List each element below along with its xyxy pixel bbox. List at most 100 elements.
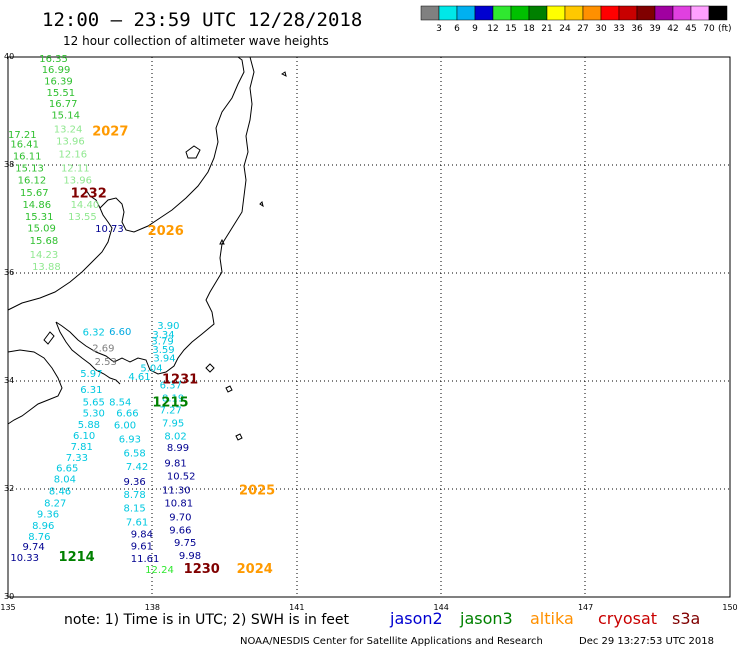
track-id-label: 1214: [59, 550, 95, 565]
island-offshore-2: [259, 201, 264, 208]
wave-height-value: 15.09: [27, 223, 56, 234]
wave-height-value: 16.35: [39, 54, 68, 65]
legend-tick-label: 45: [685, 24, 696, 34]
wave-height-value: 6.10: [73, 431, 95, 442]
legend-tick-label: 6: [454, 24, 460, 34]
wave-height-value: 11.61: [131, 554, 160, 565]
wave-height-value: 6.31: [80, 385, 102, 396]
wave-height-value: 7.95: [162, 418, 184, 429]
wave-height-value: 6.00: [114, 421, 136, 432]
wave-height-value: 16.41: [10, 140, 39, 151]
satellite-name: cryosat: [598, 609, 657, 628]
legend-swatch: [636, 5, 656, 21]
wave-height-value: 14.23: [30, 250, 59, 261]
lon-tick-label: 147: [578, 603, 593, 612]
legend-tick-label: 27: [577, 24, 588, 34]
wave-height-value: 11.30: [162, 485, 191, 496]
footer-note: note: 1) Time is in UTC; 2) SWH is in fe…: [64, 612, 350, 628]
legend-swatch: [438, 5, 458, 21]
island-sado: [185, 145, 201, 159]
legend-tick-label: 42: [667, 24, 678, 34]
legend-unit: (ft): [718, 24, 732, 34]
wave-height-value: 8.96: [32, 521, 54, 532]
coastline: [7, 56, 287, 441]
wave-height-value: 9.74: [22, 542, 44, 553]
legend-swatch: [582, 5, 602, 21]
legend-tick-label: 15: [505, 24, 516, 34]
wave-height-value: 5.97: [80, 369, 102, 380]
wave-height-value: 12.16: [59, 149, 88, 160]
legend-swatch: [618, 5, 638, 21]
wave-height-value: 8.54: [109, 397, 131, 408]
wave-height-value: 6.58: [124, 449, 146, 460]
wave-height-value: 10.52: [167, 471, 196, 482]
track-id-label: 2026: [148, 224, 184, 239]
wave-height-value: 9.61: [131, 541, 153, 552]
footer-credit: NOAA/NESDIS Center for Satellite Applica…: [240, 636, 543, 647]
wave-height-value: 10.73: [95, 224, 124, 235]
legend-swatch: [456, 5, 476, 21]
legend-swatch: [510, 5, 530, 21]
legend-tick-label: 39: [649, 24, 661, 34]
wave-height-value: 7.42: [126, 462, 148, 473]
legend-tick-label: 21: [541, 24, 552, 34]
satellite-name: s3a: [672, 609, 700, 628]
footer-timestamp: Dec 29 13:27:53 UTC 2018: [579, 636, 714, 647]
legend-tick-label: 3: [436, 24, 442, 34]
wave-height-value: 9.36: [124, 477, 146, 488]
island-oshima: [205, 363, 215, 373]
wave-height-value: 3.90: [157, 321, 179, 332]
legend-tick-label: 33: [613, 24, 624, 34]
legend-tick-label: 18: [523, 24, 535, 34]
legend-tick-label: 9: [472, 24, 478, 34]
coast-kii-peninsula: [55, 321, 121, 385]
wave-height-value: 6.93: [119, 435, 141, 446]
wave-height-value: 9.84: [131, 530, 153, 541]
lon-tick-label: 141: [289, 603, 304, 612]
satellite-name: jason3: [459, 609, 513, 628]
wave-height-value: 7.81: [71, 442, 93, 453]
lon-tick-label: 144: [434, 603, 449, 612]
lat-tick-label: 34: [4, 376, 14, 385]
wave-height-value: 13.24: [54, 125, 83, 136]
lat-tick-label: 40: [4, 52, 14, 61]
wave-height-value: 8.78: [124, 490, 146, 501]
wave-height-value: 17.21: [8, 130, 37, 141]
wave-height-legend: 3 6 9 12 15 18 21 24 27 30 33 36 39 42 45 70: [420, 5, 728, 34]
satellite-name: jason2: [389, 609, 443, 628]
wave-height-value: 6.60: [109, 327, 131, 338]
coast-honshu-east: [55, 56, 255, 375]
wave-height-value: 8.76: [28, 532, 50, 543]
track-id-label: 2027: [92, 124, 128, 139]
wave-height-value: 9.36: [37, 510, 59, 521]
wave-height-value: 16.39: [44, 77, 73, 88]
wave-height-value: 2.69: [92, 343, 114, 354]
track-id-label: 1232: [71, 186, 107, 201]
wave-height-value: 8.27: [44, 498, 66, 509]
wave-height-value: 5.88: [78, 420, 100, 431]
wave-height-value: 13.96: [63, 175, 92, 186]
legend-swatch: [546, 5, 566, 21]
wave-height-value: 10.33: [10, 553, 39, 564]
island-offshore-3: [219, 238, 225, 245]
island-offshore-1: [281, 71, 287, 77]
wave-height-value: 16.77: [49, 99, 78, 110]
wave-height-value: 15.68: [30, 236, 59, 247]
wave-height-value: 6.66: [116, 409, 138, 420]
wave-height-value: 15.67: [20, 188, 49, 199]
legend-swatch: [420, 5, 440, 21]
legend-tick-label: 36: [631, 24, 643, 34]
wave-height-value: 10.81: [164, 498, 193, 509]
wave-height-value: 6.65: [56, 464, 78, 475]
track-id-label: 1230: [184, 562, 220, 577]
legend-swatch: [600, 5, 620, 21]
wave-height-value: 7.27: [160, 405, 182, 416]
wave-height-value: 15.13: [15, 163, 44, 174]
legend-swatch: [672, 5, 692, 21]
wave-height-value: 8.46: [49, 486, 71, 497]
track-id-label: 2024: [237, 562, 273, 577]
wave-height-value: 8.04: [54, 475, 76, 486]
wave-height-value: 8.02: [164, 431, 186, 442]
